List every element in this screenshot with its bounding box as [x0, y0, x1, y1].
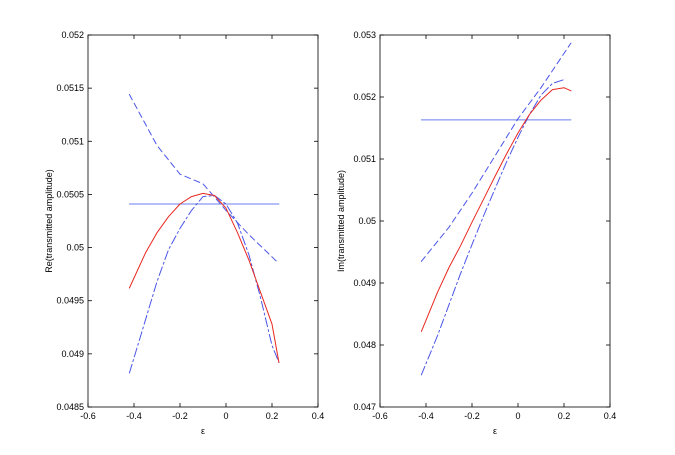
x-tick-label: 0.2: [558, 411, 571, 421]
chart-panel-1: -0.6 -0.4 -0.2 0 0.2 0.4 0.0485 0.049 0.0495 0.05…: [44, 30, 324, 436]
y-tick-label: 0.051: [353, 154, 376, 164]
plot-frame: [379, 34, 611, 408]
y-tick-label: 0.048: [353, 340, 376, 350]
plot-frame: [87, 34, 319, 408]
series-line-dashdot-3: [420, 79, 565, 376]
y-axis-label: Im(transmitted amplitude): [336, 170, 346, 272]
x-tick-label: -0.4: [126, 411, 142, 421]
y-tick-label: 0.047: [353, 402, 376, 412]
x-axis-label: ε: [493, 426, 497, 436]
y-tick-label: 0.05: [66, 243, 84, 253]
x-tick-label: -0.2: [464, 411, 480, 421]
series-line-dashed-2: [420, 42, 572, 262]
x-tick-label: 0.2: [266, 411, 279, 421]
series-line-solid-4: [420, 87, 572, 332]
x-tick-label: 0: [515, 411, 520, 421]
y-tick-label: 0.049: [61, 349, 84, 359]
y-tick-label: 0.052: [61, 30, 84, 40]
y-tick-label: 0.053: [353, 30, 376, 40]
y-tick-label: 0.0495: [56, 296, 84, 306]
y-tick-label: 0.049: [353, 278, 376, 288]
x-tick-label: 0: [223, 411, 228, 421]
y-tick-label: 0.052: [353, 92, 376, 102]
y-tick-label: 0.0515: [56, 83, 84, 93]
x-tick-label: 0.4: [312, 411, 325, 421]
y-tick-label: 0.05: [358, 216, 376, 226]
y-tick-label: 0.0485: [56, 402, 84, 412]
x-axis-label: ε: [201, 426, 205, 436]
series-line-solid-4: [128, 192, 280, 363]
x-tick-label: 0.4: [604, 411, 617, 421]
y-tick-label: 0.0505: [56, 189, 84, 199]
x-tick-label: -0.4: [418, 411, 434, 421]
series-line-dashdot-3: [128, 195, 280, 374]
x-tick-label: -0.2: [172, 411, 188, 421]
x-tick-label: -0.6: [80, 411, 96, 421]
y-axis-label: Re(transmitted amplitude): [44, 169, 54, 273]
x-tick-label: -0.6: [372, 411, 388, 421]
chart-panel-2: -0.6 -0.4 -0.2 0 0.2 0.4 0.047 0.048 0.049 0.05 0.…: [336, 30, 616, 436]
series-line-dashed-2: [128, 94, 280, 264]
y-tick-label: 0.051: [61, 136, 84, 146]
